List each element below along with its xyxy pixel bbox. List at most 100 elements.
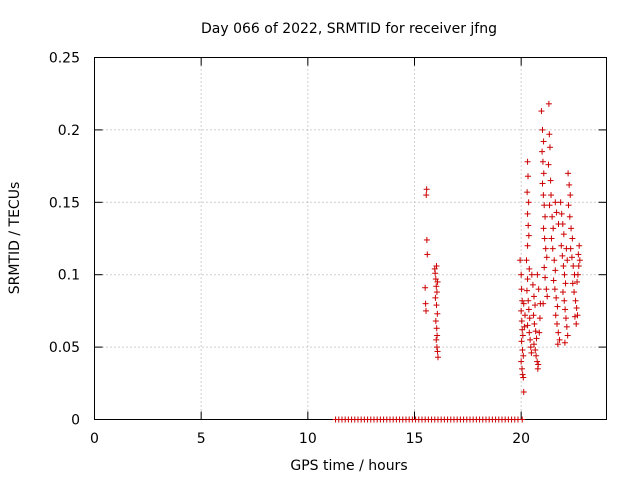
gridlines [94,57,607,420]
data-point [573,305,580,312]
data-point [423,307,430,314]
data-point [520,300,527,307]
data-point [520,374,527,381]
y-tick-label: 0.25 [49,51,80,67]
data-point [572,297,579,304]
data-point [568,225,575,232]
data-point [540,192,547,199]
data-point [423,236,430,243]
data-point [433,302,440,309]
data-point [552,199,559,206]
axis-ticks [94,57,607,420]
x-axis-label: GPS time / hours [290,458,407,474]
data-point [422,284,429,291]
x-tick-label: 20 [512,431,530,447]
data-point [557,199,564,206]
data-point [568,254,575,261]
y-tick-label: 0.05 [49,340,80,356]
data-point [524,189,531,196]
data-point [528,271,535,278]
data-point [539,180,546,187]
data-point [535,286,542,293]
data-point [549,245,556,252]
data-point [433,325,440,332]
chart-title: Day 066 of 2022, SRMTID for receiver jfn… [201,21,497,37]
data-point [562,306,569,313]
data-point [552,267,559,274]
data-point [524,173,531,180]
data-point [519,297,526,304]
data-point [434,310,441,317]
data-point [433,344,440,351]
data-point [575,263,582,270]
data-point [558,210,565,217]
data-point [566,181,573,188]
data-point [543,254,550,261]
data-point [554,303,561,310]
data-point [525,306,532,313]
data-point [551,257,558,264]
data-point [525,232,532,239]
data-point [432,294,439,301]
data-point [433,263,440,270]
data-point [541,235,548,242]
y-tick-label: 0.2 [58,123,80,139]
data-point [556,336,563,343]
data-point [433,283,440,290]
data-point [434,354,441,361]
x-tick-label: 10 [299,431,317,447]
data-point [554,320,561,327]
data-point [525,222,532,229]
data-point [519,346,526,353]
data-point [548,192,555,199]
data-point [540,138,547,145]
data-point [574,312,581,319]
data-point [548,235,555,242]
data-point [518,358,525,365]
data-point [562,315,569,322]
data-point [524,158,531,165]
data-point [571,289,578,296]
data-point [574,271,581,278]
data-point [545,100,552,107]
data-point [530,312,537,319]
data-point [526,315,533,322]
data-point [524,210,531,217]
data-point [531,320,538,327]
data-point [571,313,578,320]
data-point [569,280,576,287]
data-point [534,271,541,278]
x-tick-label: 0 [90,431,99,447]
data-point [542,245,549,252]
data-point [552,312,559,319]
data-point [518,338,525,345]
data-point [526,329,533,336]
y-tick-label: 0 [71,413,80,429]
y-axis-label: SRMTID / TECUs [7,182,23,295]
data-point [560,231,567,238]
data-point [524,322,531,329]
data-point [546,144,553,151]
data-point [564,257,571,264]
data-point [539,148,546,155]
data-point [536,329,543,336]
data-point [553,209,560,216]
data-point [559,252,566,259]
data-point [561,271,568,278]
data-point [558,242,565,249]
data-point [554,341,561,348]
data-point [532,346,539,353]
data-point [567,245,574,252]
data-point [518,318,525,325]
data-point [524,242,531,249]
data-point [547,177,554,184]
data-point [540,225,547,232]
data-point [544,293,551,300]
data-point [561,297,568,304]
data-point [434,332,441,339]
data-points [332,100,583,423]
data-point [519,365,526,372]
plot-frame [94,57,607,420]
y-tick-labels: 0 0.05 0.1 0.15 0.2 0.25 [49,51,80,429]
data-point [423,186,430,193]
